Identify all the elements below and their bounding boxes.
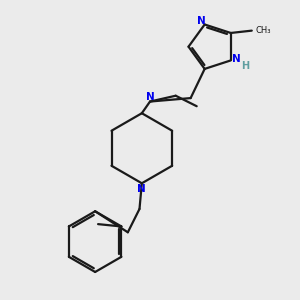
Text: N: N [146, 92, 154, 102]
Text: CH₃: CH₃ [255, 26, 271, 35]
Text: N: N [197, 16, 206, 26]
Text: N: N [137, 184, 146, 194]
Text: H: H [241, 61, 249, 71]
Text: N: N [232, 54, 241, 64]
